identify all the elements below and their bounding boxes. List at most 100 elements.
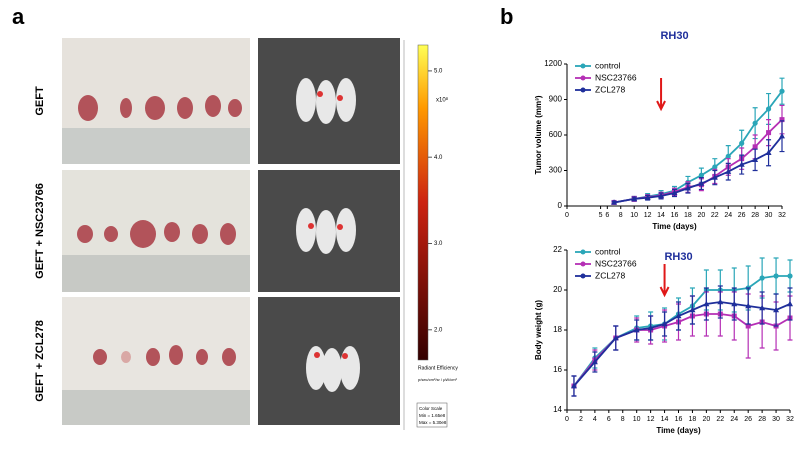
x-tick-label: 26: [744, 416, 752, 423]
legend-label: control: [595, 60, 621, 70]
colorbar-box-text: Color Scale: [419, 406, 443, 411]
colorbar-units: p/sec/cm²/sr / µW/cm²: [418, 377, 458, 382]
x-tick-label: 20: [702, 416, 710, 423]
series-line: [573, 275, 790, 387]
x-tick-label: 0: [565, 212, 569, 219]
point: [765, 106, 772, 112]
point: [725, 168, 732, 174]
photos: [62, 38, 400, 425]
point: [759, 304, 766, 311]
point: [787, 273, 793, 279]
legend-marker: [580, 63, 586, 69]
x-tick-label: 5: [599, 212, 603, 219]
arrow: [659, 264, 670, 298]
signal: [308, 91, 348, 359]
x-tick-label: 32: [786, 416, 794, 423]
x-tick-label: 26: [738, 212, 746, 219]
point: [765, 149, 772, 155]
x-tick-label: 8: [619, 212, 623, 219]
point: [675, 312, 682, 319]
legend-marker: [580, 249, 586, 255]
x-tick-label: 16: [675, 416, 683, 423]
y-axis-label: Tumor volume (mm³): [534, 95, 543, 174]
point: [703, 300, 710, 307]
x-axis-label: Time (days): [656, 426, 701, 435]
legend-label: NSC23766: [595, 258, 637, 268]
point: [698, 180, 705, 186]
mice: [296, 78, 360, 392]
arrow: [656, 78, 666, 112]
point: [671, 189, 678, 196]
x-tick-label: 12: [647, 416, 655, 423]
y-tick-label: 16: [553, 365, 562, 374]
point: [698, 172, 704, 178]
point: [779, 132, 785, 139]
point: [661, 320, 668, 327]
y-tick-label: 0: [558, 201, 563, 210]
point: [745, 302, 752, 309]
point: [591, 358, 598, 365]
point: [759, 275, 765, 281]
point: [658, 192, 665, 199]
point: [745, 323, 751, 329]
x-tick-label: 18: [684, 212, 692, 219]
panel-label: b: [500, 4, 513, 29]
point: [717, 298, 724, 305]
row-label: GEFT + ZCL278: [34, 320, 46, 402]
x-tick-label: 14: [661, 416, 669, 423]
y-tick-label: 20: [553, 285, 562, 294]
point: [612, 334, 619, 341]
point: [752, 144, 758, 150]
x-tick-label: 30: [772, 416, 780, 423]
point: [633, 326, 640, 333]
colorbar-title: Radiant Efficiency: [418, 365, 458, 371]
legend-label: ZCL278: [595, 270, 626, 280]
legend-marker: [580, 261, 586, 267]
color-bar: [417, 44, 429, 361]
x-tick-label: 4: [593, 416, 597, 423]
y-tick-label: 300: [549, 166, 563, 175]
colorbar-unit: x10⁸: [436, 97, 449, 104]
x-tick-label: 2: [579, 416, 583, 423]
row-label: GEFT + NSC23766: [34, 183, 46, 279]
y-tick-label: 600: [549, 130, 563, 139]
colorbar-box-text: Min = 1.65e8: [419, 413, 446, 418]
x-tick-label: 16: [671, 212, 679, 219]
x-tick-label: 18: [689, 416, 697, 423]
point: [773, 273, 779, 279]
y-tick-label: 1200: [544, 59, 562, 68]
y-tick-label: 14: [553, 405, 562, 414]
x-tick-label: 22: [716, 416, 724, 423]
x-tick-label: 24: [730, 416, 738, 423]
x-tick-label: 28: [758, 416, 766, 423]
colorbar-tick-label: 4.0: [434, 155, 443, 161]
point: [644, 194, 651, 200]
point: [779, 117, 785, 123]
point: [773, 306, 780, 313]
point: [712, 164, 718, 170]
point: [711, 174, 718, 180]
point: [787, 300, 793, 307]
chart-title: RH30: [660, 30, 688, 42]
legend-marker: [580, 87, 586, 93]
point: [631, 195, 638, 202]
x-tick-label: 6: [605, 212, 609, 219]
legend-label: NSC23766: [595, 72, 637, 82]
point: [725, 153, 731, 159]
point: [766, 130, 772, 136]
panel-label: a: [12, 4, 25, 29]
x-tick-label: 24: [724, 212, 732, 219]
colorbar-box: [416, 402, 448, 428]
x-tick-label: 20: [697, 212, 705, 219]
legend-marker: [580, 75, 586, 81]
chart-title: RH30: [664, 251, 692, 263]
x-tick-label: 30: [765, 212, 773, 219]
point: [570, 382, 577, 389]
row-label: GEFT: [34, 86, 46, 116]
y-axis-label: Body weight (g): [534, 300, 543, 360]
x-tick-label: 10: [630, 212, 638, 219]
x-tick-label: 10: [633, 416, 641, 423]
x-tick-label: 22: [711, 212, 719, 219]
ruler: [62, 255, 250, 292]
